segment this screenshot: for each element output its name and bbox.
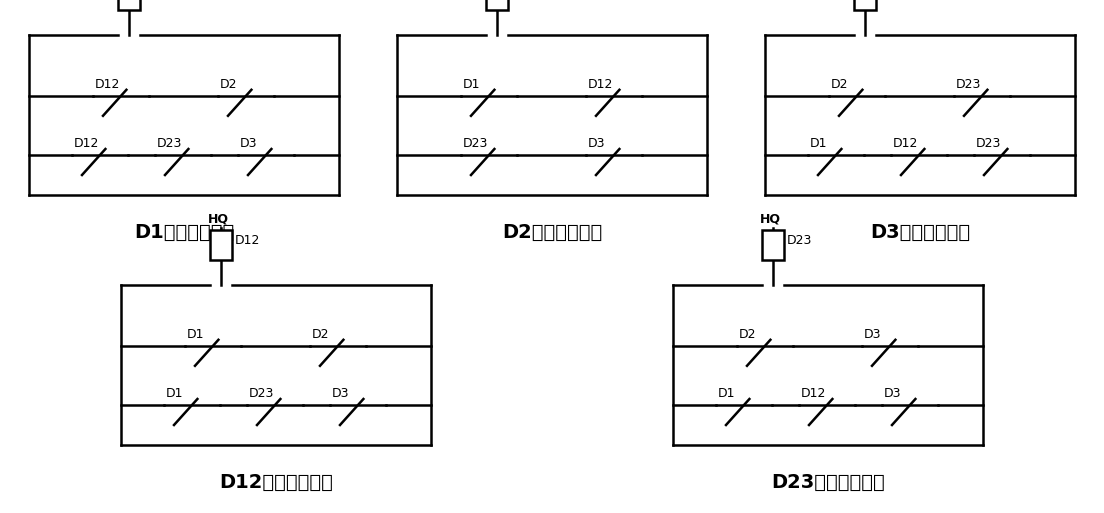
Text: D3: D3 (240, 137, 257, 150)
Text: D12: D12 (893, 137, 919, 150)
Bar (118, 0, 140, 10)
Text: D23: D23 (787, 234, 813, 247)
Text: D12: D12 (802, 387, 827, 400)
Text: D1: D1 (166, 387, 183, 400)
Text: D12: D12 (74, 137, 99, 150)
Text: D3开关闭锁电路: D3开关闭锁电路 (870, 223, 970, 242)
Text: HQ: HQ (760, 213, 781, 226)
Text: D3: D3 (332, 387, 350, 400)
Text: D12: D12 (95, 78, 120, 91)
Text: D12: D12 (235, 234, 261, 247)
Text: D2: D2 (831, 78, 849, 91)
Text: D1开关闭锁电路: D1开关闭锁电路 (134, 223, 234, 242)
Text: D12开关闭锁电路: D12开关闭锁电路 (219, 473, 333, 492)
Text: D23开关闭锁电路: D23开关闭锁电路 (771, 473, 885, 492)
Text: D1: D1 (463, 78, 480, 91)
Text: D23: D23 (463, 137, 488, 150)
Text: D1: D1 (810, 137, 828, 150)
Text: D3: D3 (864, 328, 881, 341)
Text: D2开关闭锁电路: D2开关闭锁电路 (502, 223, 602, 242)
Text: D23: D23 (157, 137, 182, 150)
Text: D1: D1 (718, 387, 735, 400)
Text: D2: D2 (739, 328, 756, 341)
Text: D3: D3 (588, 137, 605, 150)
Bar (486, 0, 508, 10)
Text: D2: D2 (312, 328, 329, 341)
Text: D12: D12 (588, 78, 614, 91)
Bar (854, 0, 875, 10)
Text: D2: D2 (220, 78, 237, 91)
Text: D23: D23 (956, 78, 981, 91)
Text: D23: D23 (250, 387, 275, 400)
Text: D3: D3 (884, 387, 902, 400)
Bar (762, 230, 784, 260)
Text: D1: D1 (187, 328, 204, 341)
Text: D23: D23 (976, 137, 1001, 150)
Text: HQ: HQ (208, 213, 229, 226)
Bar (210, 230, 232, 260)
